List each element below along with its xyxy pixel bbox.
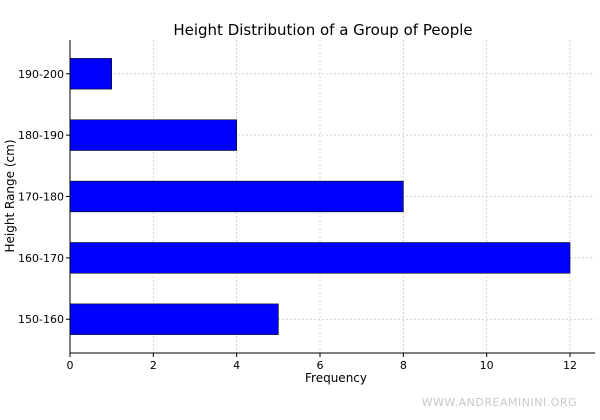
x-axis-label: Frequency xyxy=(305,371,367,385)
bar-160-170 xyxy=(69,242,571,274)
x-tick-label: 0 xyxy=(67,359,74,372)
x-tick-label: 2 xyxy=(150,359,157,372)
x-tick-label: 10 xyxy=(480,359,494,372)
y-tick-label: 180-190 xyxy=(18,129,64,142)
bar-190-200 xyxy=(69,58,112,90)
y-tick-label: 160-170 xyxy=(18,252,64,265)
x-axis-ticks: 0 2 4 6 8 10 12 xyxy=(67,353,577,372)
bar-180-190 xyxy=(69,119,237,151)
bar-170-180 xyxy=(69,180,404,213)
chart-title: Height Distribution of a Group of People xyxy=(173,21,472,39)
y-tick-label: 170-180 xyxy=(18,191,64,204)
y-axis-ticks: 150-160 160-170 170-180 180-190 190-200 xyxy=(18,68,70,326)
x-tick-label: 8 xyxy=(400,359,407,372)
bar-layer xyxy=(69,58,571,335)
watermark-text: WWW.ANDREAMININI.ORG xyxy=(422,396,577,409)
y-tick-label: 150-160 xyxy=(18,313,64,326)
y-axis-label: Height Range (cm) xyxy=(3,140,17,253)
x-tick-label: 6 xyxy=(317,359,324,372)
x-tick-label: 12 xyxy=(563,359,577,372)
bar-150-160 xyxy=(69,303,279,335)
x-tick-label: 4 xyxy=(233,359,240,372)
y-tick-label: 190-200 xyxy=(18,68,64,81)
